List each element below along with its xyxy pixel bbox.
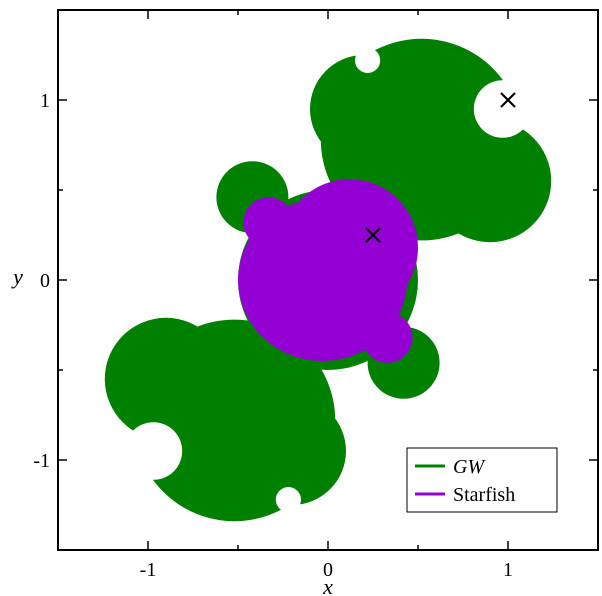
x-marker-stroke	[500, 92, 516, 108]
region-lobe	[362, 312, 413, 363]
legend-label-starfish: Starfish	[453, 484, 515, 506]
axis-tick-labels: -1 0 1 1 0 -1	[33, 90, 513, 581]
x-tick-label: 1	[503, 559, 513, 581]
region-hole	[86, 371, 102, 387]
region-lobe	[428, 119, 552, 243]
x-marker	[500, 92, 516, 108]
region-lobe	[243, 197, 294, 248]
region-lobe	[310, 55, 418, 163]
series-region-starfish	[238, 179, 418, 363]
x-axis-label: x	[322, 574, 333, 596]
legend-box	[406, 447, 558, 513]
region-lobe	[104, 317, 228, 441]
x-tick-label: -1	[140, 559, 157, 581]
region-hole	[275, 487, 301, 513]
region-hole	[124, 422, 183, 480]
region-hole	[554, 173, 570, 189]
y-axis-label: y	[11, 264, 23, 289]
y-tick-label: 0	[40, 270, 50, 292]
y-tick-label: 1	[40, 90, 50, 112]
y-tick-label: -1	[33, 450, 50, 472]
region-hole	[99, 307, 125, 333]
axis-ticks	[57, 9, 599, 551]
region-lobe	[281, 179, 418, 316]
legend: GW Starfish	[406, 447, 558, 513]
x-marker-stroke	[365, 227, 381, 243]
region-lobe	[238, 397, 346, 505]
x-tick-label: 0	[323, 559, 333, 581]
region-hole	[531, 227, 557, 253]
point-markers	[365, 92, 516, 243]
legend-label-gw: GW	[453, 456, 486, 478]
region-hole	[355, 47, 381, 73]
plot-regions	[86, 38, 570, 522]
x-marker	[365, 227, 381, 243]
region-hole	[473, 80, 532, 138]
